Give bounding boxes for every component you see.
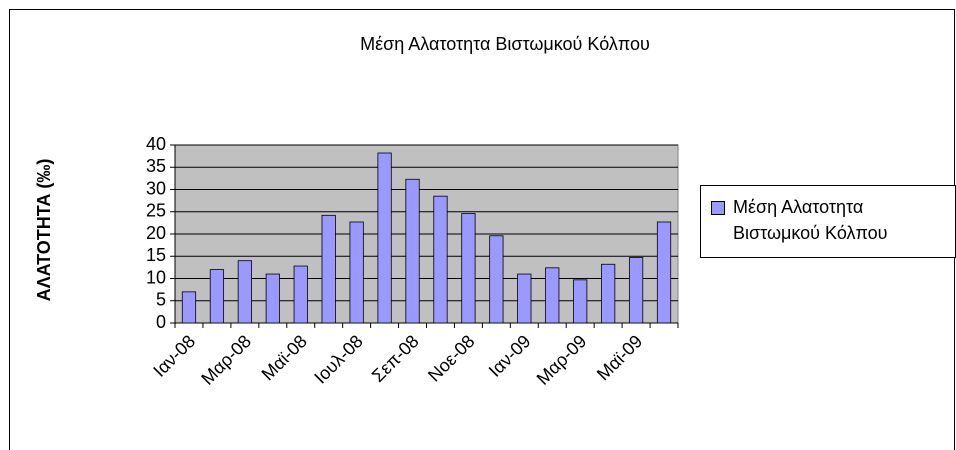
y-tick-label: 30 — [146, 178, 166, 198]
bar — [517, 273, 532, 324]
y-tick-label: 10 — [146, 267, 166, 287]
bar — [573, 279, 588, 324]
y-tick-label: 0 — [156, 312, 166, 332]
bar — [461, 213, 476, 324]
bar — [628, 257, 644, 324]
legend: Μέση Αλατοτητα Βιστωμκού Κόλπου — [700, 185, 956, 258]
bar — [601, 263, 616, 324]
legend-label: Μέση Αλατοτητα Βιστωμκού Κόλπου — [733, 197, 888, 243]
legend-swatch — [711, 201, 725, 215]
y-axis-label: ΑΛΑΤΟΤΗΤΑ (‰) — [34, 159, 54, 302]
y-tick-label: 15 — [146, 245, 166, 265]
bar — [545, 267, 560, 324]
bar — [293, 265, 308, 324]
chart-title: Μέση Αλατοτητα Βιστωμκού Κόλπου — [360, 34, 650, 54]
bar — [237, 260, 252, 324]
bar — [321, 214, 336, 324]
y-tick-label: 25 — [146, 201, 166, 221]
bar — [656, 221, 672, 324]
bar — [405, 178, 420, 324]
y-tick-label: 40 — [146, 134, 166, 154]
y-tick-label: 20 — [146, 223, 166, 243]
bar — [181, 291, 197, 324]
bar — [433, 195, 448, 324]
bar — [209, 269, 225, 324]
y-tick-label: 5 — [156, 290, 166, 310]
bar — [489, 235, 504, 324]
bar — [265, 273, 280, 324]
y-tick-label: 35 — [146, 156, 166, 176]
bar — [377, 152, 392, 324]
bar — [349, 221, 364, 324]
